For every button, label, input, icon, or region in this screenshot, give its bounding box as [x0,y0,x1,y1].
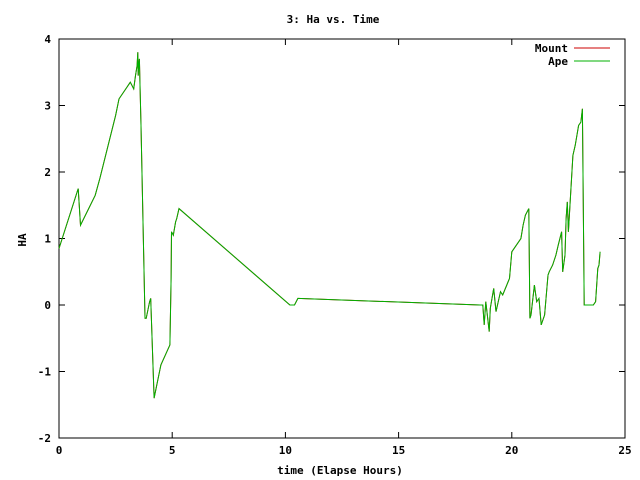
x-tick-label: 25 [618,444,631,457]
y-tick-label: 3 [44,100,51,113]
x-axis-label: time (Elapse Hours) [277,464,403,477]
x-tick-label: 20 [505,444,518,457]
y-tick-label: 2 [44,166,51,179]
series-lines [58,52,601,399]
y-axis-label: HA [16,233,29,247]
x-tick-label: 10 [279,444,292,457]
legend-label-mount: Mount [535,42,568,55]
x-tick-label: 15 [392,444,405,457]
series-line-ape [58,52,601,399]
y-tick-label: 0 [44,299,51,312]
chart-title: 3: Ha vs. Time [287,13,380,26]
y-tick-label: -2 [38,432,51,445]
axis-ticks: 0 5 10 15 20 25 -2 -1 0 1 2 3 4 [38,33,632,457]
plot-frame [58,38,626,439]
y-tick-label: -1 [38,366,52,379]
y-tick-label: 4 [44,33,51,46]
y-tick-label: 1 [44,233,51,246]
legend-label-ape: Ape [548,55,568,68]
x-tick-label: 0 [56,444,63,457]
x-tick-label: 5 [169,444,176,457]
